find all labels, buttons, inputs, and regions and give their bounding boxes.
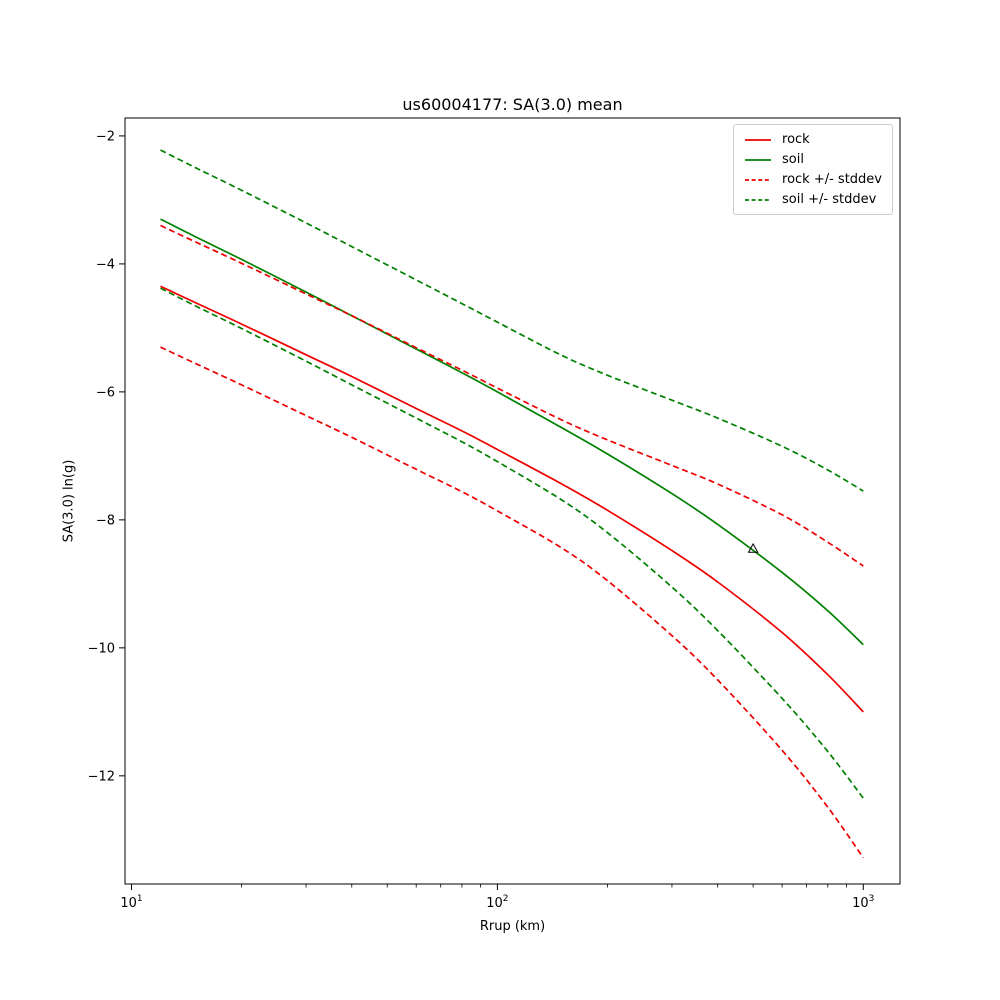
legend-line-swatch xyxy=(745,198,772,201)
soil-mean-line xyxy=(160,218,864,646)
legend-item-rock-stddev: rock +/- stddev xyxy=(743,172,882,187)
legend-line-swatch xyxy=(745,178,772,181)
soil-lower-stddev-line xyxy=(160,287,864,799)
legend-line-swatch xyxy=(745,158,772,161)
y-tick-label: −4 xyxy=(96,257,115,272)
chart-title: us60004177: SA(3.0) mean xyxy=(402,95,623,114)
legend-line-swatch xyxy=(745,138,772,141)
x-axis-label: Rrup (km) xyxy=(479,919,546,934)
y-axis-label: SA(3.0) ln(g) xyxy=(61,459,77,543)
legend-label: rock xyxy=(782,132,810,147)
rock-mean-line xyxy=(160,285,864,713)
x-tick-label: 102 xyxy=(486,894,508,911)
legend-item-soil-stddev: soil +/- stddev xyxy=(743,192,882,207)
legend-item-rock: rock xyxy=(743,132,882,147)
y-tick-label: −6 xyxy=(96,385,115,400)
x-tick-label: 101 xyxy=(120,894,142,911)
legend-item-soil: soil xyxy=(743,152,882,167)
y-tick-label: −2 xyxy=(96,129,115,144)
rock-lower-stddev-line xyxy=(160,346,864,859)
legend-label: rock +/- stddev xyxy=(782,172,882,187)
legend: rock soil rock +/- stddev soil +/- stdde… xyxy=(733,124,893,215)
y-tick-label: −12 xyxy=(88,769,115,784)
legend-label: soil +/- stddev xyxy=(782,192,877,207)
legend-label: soil xyxy=(782,152,804,167)
y-tick-label: −10 xyxy=(88,641,115,656)
station-triangle-marker xyxy=(747,542,759,553)
x-tick-label: 103 xyxy=(852,894,874,911)
plot-frame xyxy=(124,117,901,885)
soil-upper-stddev-line xyxy=(160,149,864,492)
y-tick-label: −8 xyxy=(96,513,115,528)
